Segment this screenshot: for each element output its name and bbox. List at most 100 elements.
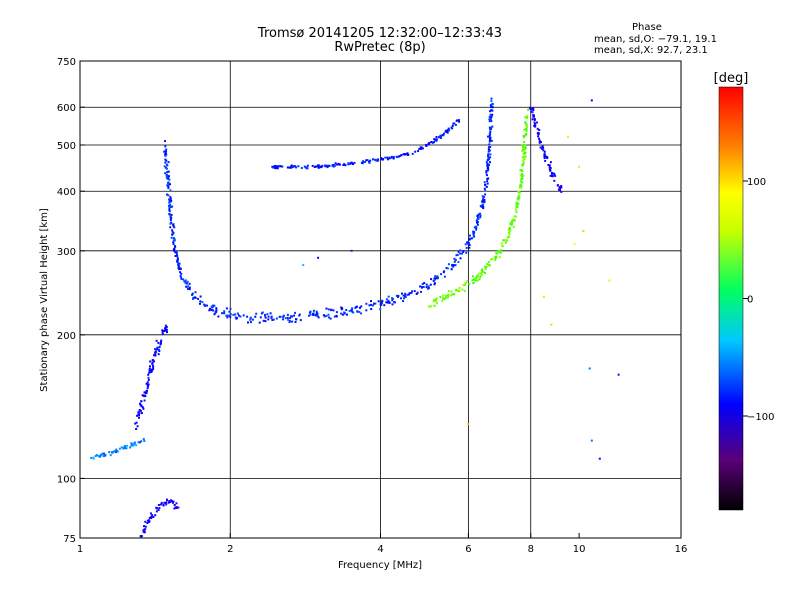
echo-point <box>475 228 478 231</box>
echo-point <box>186 280 189 283</box>
echo-point <box>131 444 134 447</box>
echo-point <box>133 442 136 444</box>
echo-point <box>137 413 140 416</box>
echo-point <box>97 455 100 458</box>
echo-point <box>139 409 142 412</box>
echo-point <box>523 148 526 151</box>
echo-point <box>155 339 158 342</box>
echo-point <box>160 501 163 504</box>
echo-point <box>521 173 524 175</box>
echo-point <box>148 371 151 374</box>
echo-point <box>169 226 172 229</box>
echo-point <box>479 212 482 215</box>
echo-point <box>267 315 270 318</box>
echo-point <box>485 266 488 268</box>
echo-point <box>316 312 319 315</box>
echo-point <box>485 161 488 164</box>
echo-point <box>264 315 267 318</box>
echo-point <box>520 174 523 177</box>
echo-point <box>191 293 194 296</box>
echo-point <box>249 317 252 320</box>
echo-point <box>146 381 149 384</box>
echo-point <box>172 225 175 228</box>
echo-point <box>489 156 492 159</box>
echo-point <box>334 162 337 165</box>
echo-point <box>425 283 428 286</box>
echo-point <box>509 222 512 225</box>
echo-point <box>164 161 167 164</box>
echo-point <box>167 175 170 178</box>
echo-point <box>477 218 480 220</box>
y-tick-label: 200 <box>57 331 76 342</box>
echo-point <box>155 506 158 509</box>
echo-point <box>90 456 93 459</box>
echo-point <box>354 307 357 309</box>
echo-point <box>338 163 341 166</box>
echo-point <box>515 203 518 206</box>
echo-point <box>489 128 492 131</box>
echo-point <box>484 268 487 271</box>
echo-point <box>295 318 297 321</box>
echo-point <box>343 311 346 314</box>
echo-point <box>517 198 520 201</box>
echo-point <box>590 439 593 442</box>
echo-point <box>488 126 491 129</box>
echo-point <box>403 297 405 300</box>
echo-point <box>530 110 533 113</box>
echo-point <box>329 317 332 320</box>
colorbar <box>718 86 744 511</box>
echo-point <box>490 115 493 118</box>
echo-point <box>513 215 516 218</box>
echo-point <box>522 146 525 148</box>
echo-point <box>487 153 490 156</box>
colorbar-tick-label: −100 <box>747 412 774 423</box>
echo-point <box>156 346 159 349</box>
echo-point <box>458 290 461 293</box>
echo-point <box>468 241 470 244</box>
echo-point <box>524 152 527 155</box>
echo-point <box>165 150 167 153</box>
echo-point <box>398 155 401 158</box>
echo-point <box>490 139 493 142</box>
echo-point <box>513 219 516 222</box>
echo-point <box>154 348 156 351</box>
colorbar-ticks: 100 0 −100 <box>743 177 774 423</box>
echo-point <box>349 162 352 165</box>
phase-title: Phase <box>632 22 662 33</box>
echo-point <box>523 135 526 138</box>
echo-point <box>490 116 492 119</box>
echo-point <box>221 312 223 315</box>
echo-point <box>484 183 487 186</box>
echo-point <box>388 157 391 160</box>
echo-point <box>282 314 285 317</box>
echo-point <box>352 311 355 314</box>
echo-point <box>289 315 292 318</box>
echo-point <box>344 164 347 167</box>
echo-point <box>404 296 407 299</box>
echo-point <box>149 512 152 515</box>
echo-point <box>544 159 547 162</box>
echo-point <box>359 306 361 309</box>
echo-point <box>169 189 172 192</box>
echo-point <box>267 318 270 321</box>
echo-point <box>402 294 405 297</box>
echo-point <box>406 152 409 155</box>
echo-point <box>178 268 181 271</box>
echo-point <box>522 148 525 151</box>
echo-point <box>182 278 185 281</box>
echo-point <box>522 174 525 177</box>
echo-point <box>315 310 318 313</box>
echo-point <box>359 312 362 315</box>
echo-point <box>167 185 170 188</box>
echo-point <box>386 301 389 304</box>
echo-point <box>520 180 523 183</box>
echo-point <box>401 292 403 295</box>
echo-point <box>538 141 541 144</box>
echo-point <box>161 329 164 332</box>
echo-point <box>152 364 155 367</box>
echo-point <box>215 307 218 310</box>
echo-point <box>480 200 483 203</box>
echo-point <box>164 152 167 155</box>
echo-point <box>168 178 171 181</box>
echo-point <box>269 312 272 315</box>
